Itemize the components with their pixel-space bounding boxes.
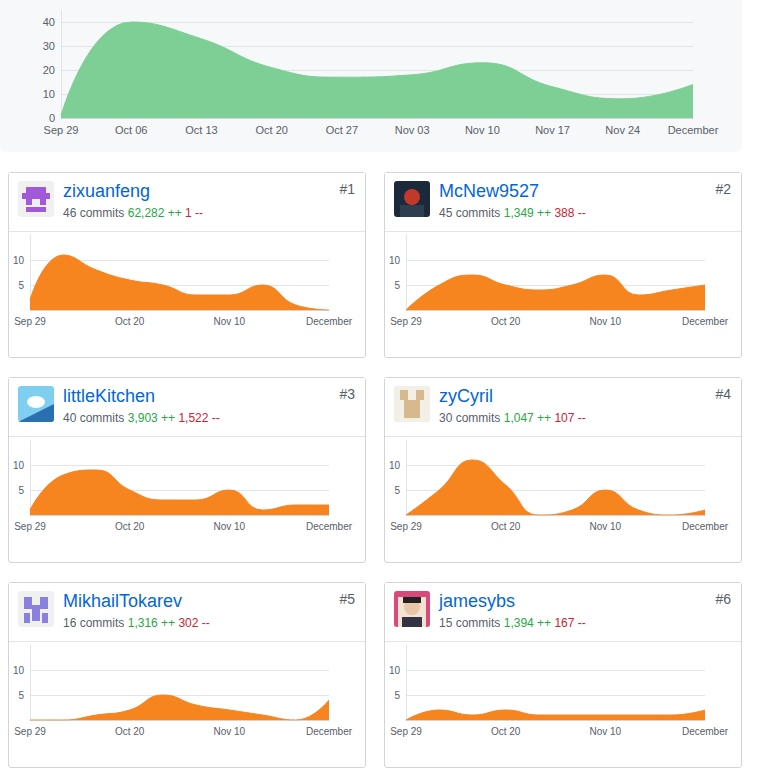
svg-text:Oct 20: Oct 20	[115, 316, 145, 327]
svg-text:0: 0	[49, 112, 55, 124]
svg-text:10: 10	[13, 460, 25, 471]
svg-text:10: 10	[389, 255, 401, 266]
html-text:45 commits 1,349 ++ 388 --: 45 commits 1,349 ++ 388 --	[439, 206, 586, 220]
svg-text:10: 10	[13, 255, 25, 266]
svg-text:Sep 29: Sep 29	[14, 726, 46, 737]
svg-text:Nov 10: Nov 10	[589, 521, 621, 532]
svg-text:5: 5	[18, 690, 24, 701]
html-text:McNew9527: McNew9527	[439, 181, 539, 201]
svg-text:Nov 24: Nov 24	[605, 124, 640, 136]
svg-text:Sep 29: Sep 29	[44, 124, 79, 136]
svg-text:Nov 10: Nov 10	[213, 726, 245, 737]
html-text:MikhailTokarev: MikhailTokarev	[63, 591, 182, 611]
svg-text:Nov 10: Nov 10	[213, 316, 245, 327]
svg-text:Oct 20: Oct 20	[115, 726, 145, 737]
svg-text:Nov 10: Nov 10	[465, 124, 500, 136]
svg-text:Sep 29: Sep 29	[14, 316, 46, 327]
svg-text:Nov 03: Nov 03	[395, 124, 430, 136]
svg-text:December: December	[668, 124, 719, 136]
svg-text:Oct 13: Oct 13	[185, 124, 217, 136]
svg-text:Oct 06: Oct 06	[115, 124, 147, 136]
svg-text:5: 5	[394, 280, 400, 291]
svg-text:Sep 29: Sep 29	[390, 726, 422, 737]
svg-text:Sep 29: Sep 29	[14, 521, 46, 532]
svg-text:Nov 10: Nov 10	[213, 521, 245, 532]
svg-text:Oct 20: Oct 20	[491, 726, 521, 737]
svg-text:30: 30	[43, 40, 55, 52]
svg-text:December: December	[682, 316, 729, 327]
svg-text:Oct 20: Oct 20	[491, 521, 521, 532]
svg-text:10: 10	[13, 665, 25, 676]
svg-text:5: 5	[18, 280, 24, 291]
svg-text:40: 40	[43, 16, 55, 28]
html-text:#4: #4	[715, 386, 731, 402]
svg-text:December: December	[682, 726, 729, 737]
svg-text:5: 5	[394, 485, 400, 496]
svg-text:Nov 10: Nov 10	[589, 316, 621, 327]
svg-text:10: 10	[43, 88, 55, 100]
svg-text:December: December	[306, 316, 353, 327]
svg-text:5: 5	[18, 485, 24, 496]
svg-text:December: December	[306, 521, 353, 532]
svg-text:Oct 20: Oct 20	[491, 316, 521, 327]
svg-text:Sep 29: Sep 29	[390, 521, 422, 532]
html-text:30 commits 1,047 ++ 107 --: 30 commits 1,047 ++ 107 --	[439, 411, 586, 425]
svg-text:Oct 20: Oct 20	[115, 521, 145, 532]
svg-text:Nov 10: Nov 10	[589, 726, 621, 737]
svg-text:20: 20	[43, 64, 55, 76]
svg-text:Sep 29: Sep 29	[390, 316, 422, 327]
svg-text:Oct 20: Oct 20	[255, 124, 287, 136]
svg-text:10: 10	[389, 665, 401, 676]
html-text:#1: #1	[339, 181, 355, 197]
html-text:15 commits 1,394 ++ 167 --: 15 commits 1,394 ++ 167 --	[439, 616, 586, 630]
svg-text:10: 10	[389, 460, 401, 471]
svg-text:Nov 17: Nov 17	[535, 124, 570, 136]
html-text:46 commits 62,282 ++ 1 --: 46 commits 62,282 ++ 1 --	[63, 206, 204, 220]
html-text:littleKitchen: littleKitchen	[63, 386, 156, 406]
svg-text:December: December	[682, 521, 729, 532]
html-text:#6: #6	[715, 591, 731, 607]
html-text:jamesybs: jamesybs	[439, 591, 515, 611]
html-text:16 commits 1,316 ++ 302 --: 16 commits 1,316 ++ 302 --	[63, 616, 210, 630]
svg-text:5: 5	[394, 690, 400, 701]
html-text:40 commits 3,903 ++ 1,522 --: 40 commits 3,903 ++ 1,522 --	[63, 411, 220, 425]
html-text:#3: #3	[339, 386, 355, 402]
svg-text:Oct 27: Oct 27	[326, 124, 358, 136]
svg-text:December: December	[306, 726, 353, 737]
html-text:#2: #2	[715, 181, 731, 197]
html-text:zyCyril: zyCyril	[439, 386, 493, 406]
html-text:#5: #5	[339, 591, 355, 607]
html-text:zixuanfeng: zixuanfeng	[63, 181, 151, 201]
